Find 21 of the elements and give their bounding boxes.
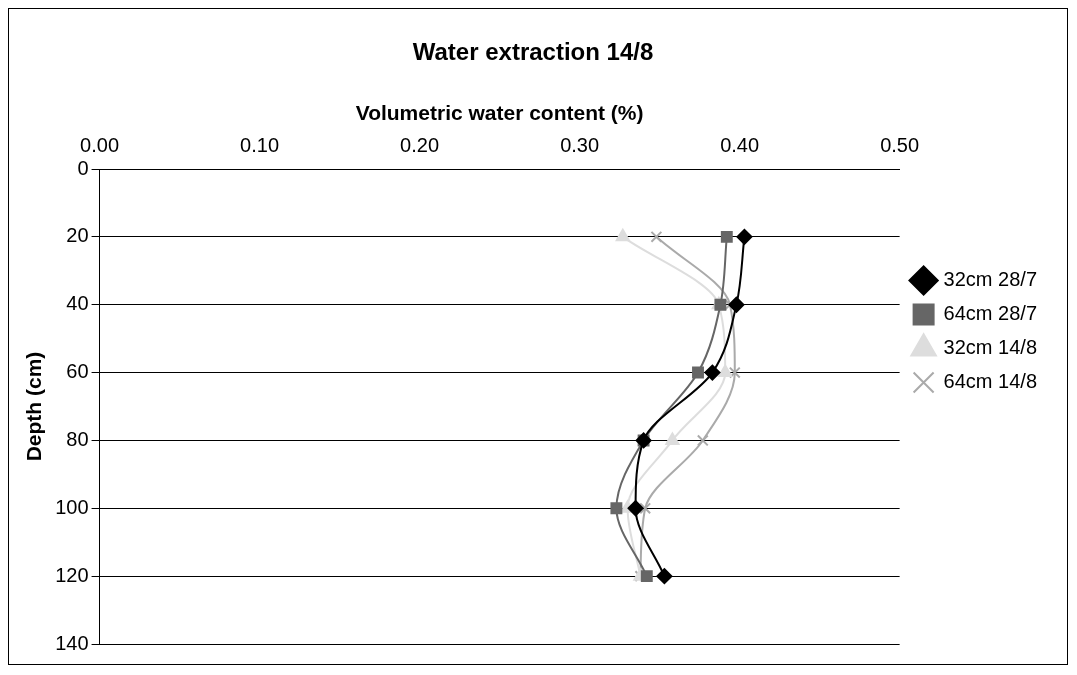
legend-label: 32cm 14/8	[943, 336, 1037, 359]
y-tick-label: 20	[66, 224, 89, 247]
y-tick-label: 60	[66, 360, 89, 383]
y-axis-title: Depth (cm)	[22, 351, 46, 462]
y-tick-label: 100	[55, 495, 89, 518]
y-tick-label: 140	[55, 631, 89, 654]
x-axis-title: Volumetric water content (%)	[355, 101, 644, 125]
x-tick-label: 0.10	[240, 133, 280, 156]
legend-label: 64cm 14/8	[943, 370, 1037, 393]
x-tick-label: 0.50	[880, 133, 920, 156]
chart-title: Water extraction 14/8	[412, 38, 654, 66]
legend-label: 64cm 28/7	[943, 302, 1037, 325]
x-tick-label: 0.00	[80, 133, 120, 156]
y-tick-label: 120	[55, 563, 89, 586]
x-tick-label: 0.20	[400, 133, 440, 156]
legend-label: 32cm 28/7	[943, 268, 1037, 291]
y-tick-label: 0	[77, 156, 89, 179]
y-tick-label: 80	[66, 427, 89, 450]
x-tick-label: 0.40	[720, 133, 760, 156]
y-tick-label: 40	[66, 292, 89, 315]
x-tick-label: 0.30	[560, 133, 600, 156]
